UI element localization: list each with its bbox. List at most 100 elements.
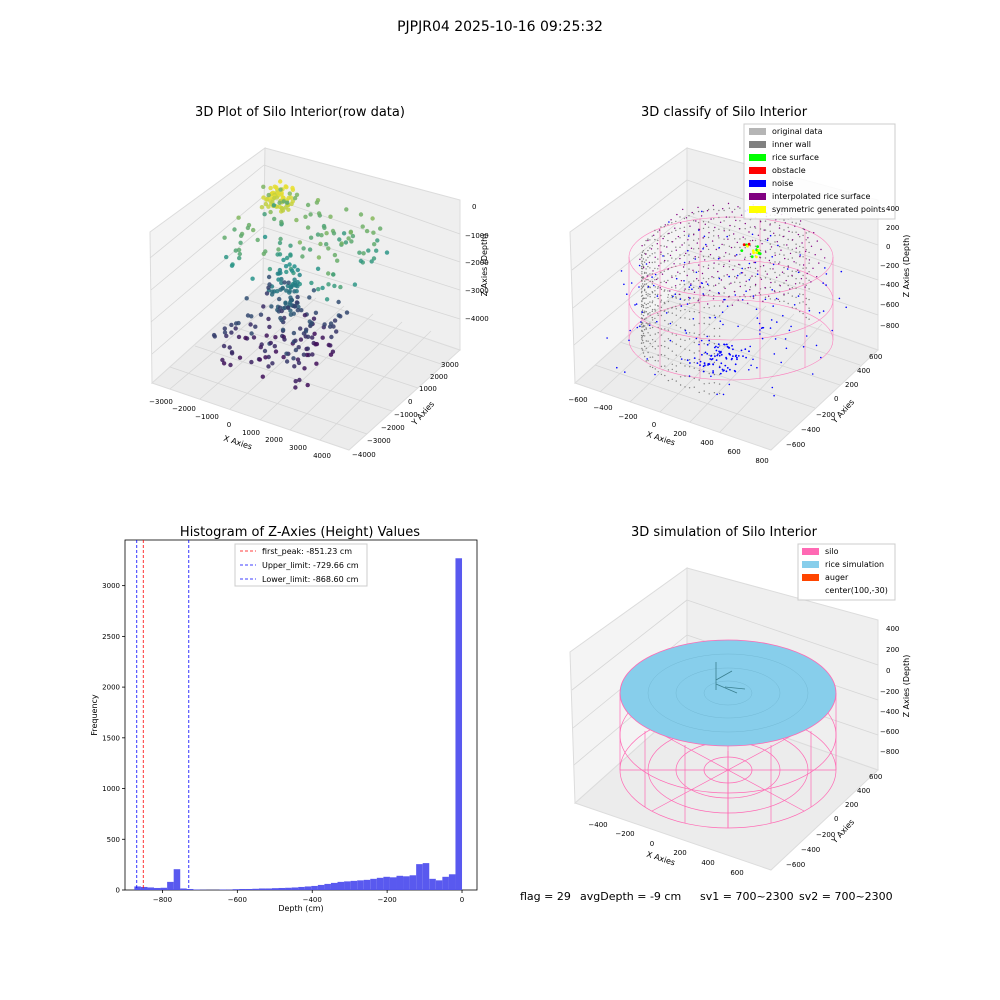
scatter-point <box>641 349 644 351</box>
scatter-point <box>802 274 804 277</box>
scatter-point <box>693 213 695 215</box>
scatter-point <box>290 199 295 204</box>
hist-xlabel: Depth (cm) <box>278 904 323 913</box>
scatter-point <box>647 351 649 354</box>
scatter-point <box>805 297 807 300</box>
scatter-point <box>723 263 725 266</box>
scatter-point <box>693 311 695 313</box>
classify-legend-swatch <box>749 180 766 187</box>
scatter-point <box>647 278 649 281</box>
scatter-point <box>737 299 739 301</box>
scatter-point <box>654 310 656 312</box>
scatter-point <box>649 334 651 336</box>
classify-3d-y-tick: −200 <box>816 411 835 419</box>
classify-legend-swatch <box>749 128 766 135</box>
classify-legend-frame <box>743 123 896 220</box>
scatter-point <box>805 250 807 253</box>
scatter-point <box>799 282 801 284</box>
scatter-point <box>702 246 705 249</box>
scatter-point <box>785 347 788 350</box>
scatter-point <box>703 306 705 309</box>
scatter-point <box>778 253 781 255</box>
scatter-point <box>703 322 705 325</box>
scatter-point <box>701 210 703 213</box>
scatter-point <box>771 386 774 389</box>
sim-3d-silo-wireframe <box>619 676 837 829</box>
scatter-point <box>676 213 678 216</box>
scatter-point <box>634 304 636 306</box>
scatter-point <box>645 253 647 255</box>
scatter-point <box>229 351 235 356</box>
scatter-point <box>651 308 654 311</box>
hist-bar <box>180 888 187 890</box>
classify-legend-label: symmetric generated points <box>772 205 885 214</box>
scatter-point <box>736 274 739 277</box>
sim-3d-x-tick: 0 <box>650 840 654 848</box>
raw-3d-x-tick: 2000 <box>265 436 283 444</box>
scatter-point <box>806 272 808 275</box>
scatter-point <box>679 338 682 340</box>
scatter-point <box>645 272 647 274</box>
classify-3d-y-tick: 200 <box>845 381 858 389</box>
scatter-point <box>266 274 272 280</box>
scatter-point <box>287 290 292 295</box>
scatter-point <box>756 273 759 276</box>
scatter-point <box>769 327 772 329</box>
scatter-point <box>795 307 797 310</box>
scatter-point <box>783 219 785 221</box>
sim-legend-label: center(100,-30) <box>825 586 888 595</box>
scatter-point <box>688 215 690 217</box>
scatter-point <box>370 216 375 221</box>
scatter-point <box>776 241 778 243</box>
scatter-point <box>229 330 234 335</box>
scatter-point <box>766 239 769 242</box>
scatter-point <box>700 339 703 342</box>
scatter-point <box>675 334 677 336</box>
scatter-point <box>808 241 810 244</box>
scatter-point <box>797 295 800 297</box>
scatter-point <box>688 302 691 304</box>
scatter-point <box>244 296 249 301</box>
scatter-point <box>761 243 763 245</box>
sim-legend-swatch <box>802 548 819 555</box>
scatter-point <box>222 235 227 240</box>
scatter-point <box>712 204 714 207</box>
scatter-point <box>751 239 754 242</box>
scatter-point <box>831 329 833 332</box>
scatter-point <box>739 285 741 288</box>
hist-bar <box>396 875 404 890</box>
scatter-point <box>222 330 228 335</box>
raw-3d-grid-line <box>289 321 403 431</box>
scatter-point <box>713 373 716 376</box>
sim-3d-x-ticks: −400 −200 0 200 400 600 <box>588 821 743 877</box>
scatter-point <box>642 326 645 328</box>
scatter-point <box>293 385 298 390</box>
scatter-point <box>783 282 785 284</box>
scatter-point <box>647 340 649 342</box>
scatter-point <box>669 254 672 257</box>
scatter-point <box>744 284 746 287</box>
hist-y-tick-label: 2000 <box>102 684 120 692</box>
hist-bar <box>350 880 358 890</box>
scatter-point <box>774 281 776 283</box>
scatter-point <box>683 283 686 286</box>
scatter-point <box>703 390 705 392</box>
panel-classify-3d: 3D classify of Silo Interior <box>568 105 911 465</box>
scatter-point <box>647 286 650 288</box>
scatter-point <box>639 325 641 328</box>
scatter-point <box>709 254 712 256</box>
scatter-point <box>698 350 700 352</box>
scatter-point <box>713 392 716 394</box>
scatter-point <box>695 337 698 340</box>
scatter-point <box>675 265 677 267</box>
scatter-point <box>348 230 353 235</box>
scatter-point <box>651 276 653 278</box>
scatter-point <box>236 247 242 253</box>
hist-bar <box>416 864 423 890</box>
hist-bar <box>409 875 417 890</box>
scatter-point <box>815 344 818 347</box>
scatter-point <box>282 305 288 310</box>
scatter-point <box>692 269 694 271</box>
scatter-point <box>293 347 299 353</box>
scatter-point <box>671 306 673 309</box>
